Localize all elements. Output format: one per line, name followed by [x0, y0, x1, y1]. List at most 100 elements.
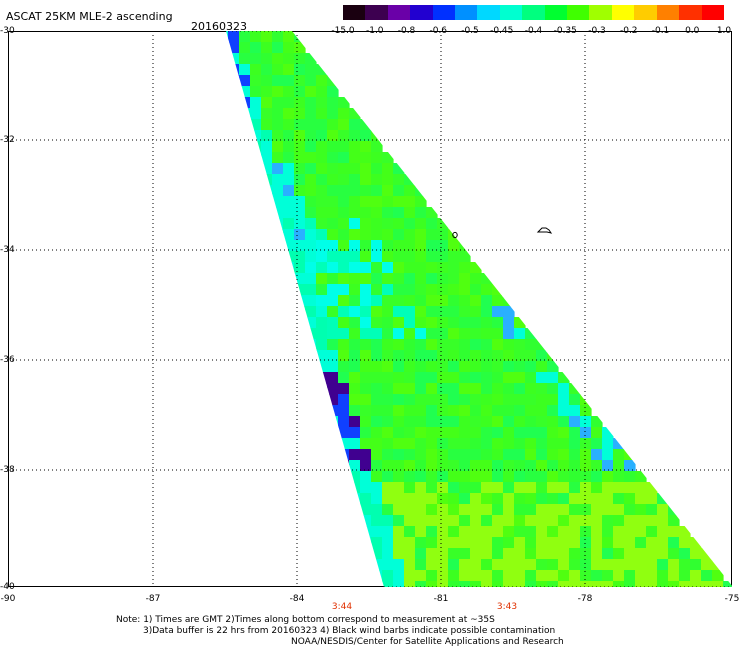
swath-cell: [415, 526, 427, 538]
swath-cell: [470, 273, 482, 285]
color-scale-segment: [544, 5, 568, 20]
swath-cell: [261, 141, 273, 153]
swath-cell: [547, 438, 559, 450]
swath-cell: [580, 416, 592, 428]
swath-cell: [668, 570, 680, 582]
swath-cell: [536, 416, 548, 428]
swath-cell: [591, 416, 603, 428]
swath-cell: [602, 515, 614, 527]
swath-cell: [426, 515, 438, 527]
swath-cell: [547, 394, 559, 406]
swath-cell: [492, 328, 504, 340]
swath-cell: [503, 372, 515, 384]
swath-cell: [316, 108, 328, 120]
swath-cell: [459, 416, 471, 428]
swath-cell: [250, 31, 262, 43]
color-scale-segment: [410, 5, 433, 20]
swath-cell: [338, 394, 350, 406]
swath-cell: [624, 526, 636, 538]
swath-cell: [657, 559, 669, 571]
swath-cell: [591, 526, 603, 538]
swath-cell: [525, 449, 537, 461]
swath-cell: [272, 97, 284, 109]
swath-cell: [503, 427, 515, 439]
swath-cell: [558, 581, 570, 587]
swath-cell: [569, 515, 581, 527]
swath-cell: [459, 262, 471, 274]
longitude-label: -90: [0, 594, 16, 604]
swath-cell: [437, 427, 449, 439]
swath-cell: [426, 339, 438, 351]
swath-cell: [239, 31, 251, 43]
swath-cell: [371, 405, 383, 417]
swath-cell: [338, 163, 350, 175]
swath-cell: [371, 394, 383, 406]
swath-cell: [514, 537, 526, 549]
swath-cell: [646, 504, 658, 516]
swath-cell: [492, 372, 504, 384]
swath-cell: [503, 471, 515, 483]
swath-cell: [448, 273, 460, 285]
note-line-1: Note: 1) Times are GMT 2)Times along bot…: [116, 615, 495, 625]
swath-cell: [415, 273, 427, 285]
swath-cell: [305, 141, 317, 153]
swath-cell: [602, 493, 614, 505]
swath-cell: [437, 493, 449, 505]
swath-cell: [283, 97, 295, 109]
swath-cell: [316, 229, 328, 241]
swath-cell: [536, 526, 548, 538]
swath-cell: [239, 75, 251, 87]
swath-cell: [657, 548, 669, 560]
swath-cell: [536, 581, 548, 587]
swath-cell: [305, 218, 317, 230]
swath-cell: [525, 427, 537, 439]
swath-cell: [536, 548, 548, 560]
swath-cell: [624, 570, 636, 582]
swath-cell: [338, 405, 350, 417]
swath-cell: [569, 570, 581, 582]
swath-cell: [492, 581, 504, 587]
swath-cell: [470, 548, 482, 560]
swath-cell: [294, 64, 306, 76]
swath-cell: [283, 75, 295, 87]
swath-cell: [305, 196, 317, 208]
swath-cell: [382, 328, 394, 340]
swath-cell: [602, 482, 614, 494]
swath-cell: [349, 449, 361, 461]
swath-cell: [701, 559, 713, 571]
swath-cell: [404, 460, 416, 472]
island-outline: [536, 227, 553, 234]
swath-cell: [481, 471, 493, 483]
swath-cell: [514, 482, 526, 494]
swath-cell: [371, 570, 383, 582]
swath-cell: [338, 97, 350, 109]
swath-cell: [492, 383, 504, 395]
swath-cell: [415, 548, 427, 560]
swath-cell: [580, 394, 592, 406]
swath-cell: [393, 218, 405, 230]
swath-cell: [536, 372, 548, 384]
swath-cell: [481, 361, 493, 373]
swath-cell: [382, 438, 394, 450]
swath-cell: [437, 273, 449, 285]
swath-cell: [404, 328, 416, 340]
swath-cell: [404, 504, 416, 516]
swath-cell: [690, 559, 702, 571]
swath-cell: [514, 504, 526, 516]
swath-cell: [415, 218, 427, 230]
swath-cell: [481, 427, 493, 439]
swath-cell: [624, 559, 636, 571]
swath-cell: [371, 185, 383, 197]
swath-cell: [448, 350, 460, 362]
swath-cell: [646, 570, 658, 582]
swath-cell: [371, 174, 383, 186]
swath-cell: [437, 229, 449, 241]
swath-cell: [272, 218, 284, 230]
note-line-2: 3)Data buffer is 22 hrs from 20160323 4)…: [143, 626, 556, 636]
swath-cell: [503, 328, 515, 340]
swath-cell: [349, 207, 361, 219]
swath-cell: [349, 141, 361, 153]
swath-cell: [272, 163, 284, 175]
swath-cell: [668, 515, 680, 527]
swath-cell: [481, 284, 493, 296]
